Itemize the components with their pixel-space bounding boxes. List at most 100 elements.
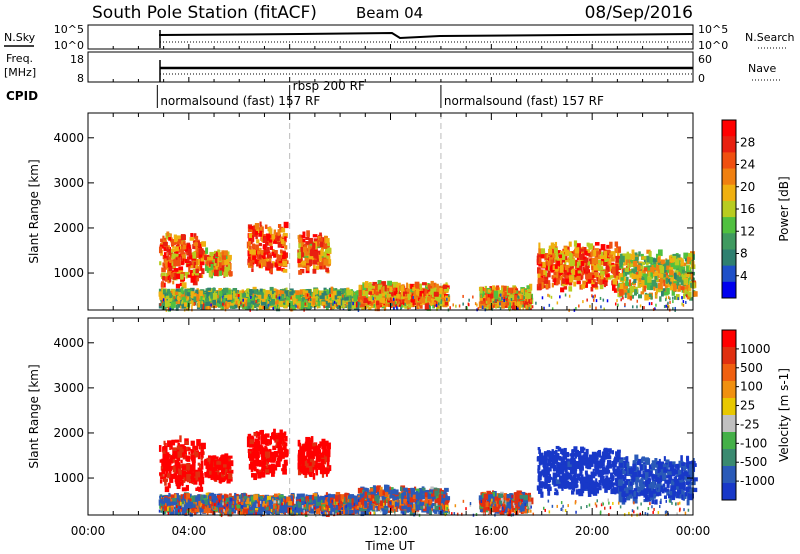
echo-cell — [176, 259, 181, 267]
echo-cell — [225, 287, 229, 293]
echo-cell — [219, 256, 224, 263]
range-tick-label: 4000 — [53, 131, 84, 145]
echo-cell — [476, 303, 478, 307]
echo-cell — [264, 466, 269, 473]
echo-cell — [164, 300, 170, 308]
echo-cell — [170, 455, 174, 463]
echo-cell — [288, 301, 294, 306]
echo-cell — [159, 261, 162, 266]
echo-cell — [600, 260, 605, 266]
echo-cell — [484, 301, 487, 305]
echo-cell — [163, 478, 168, 482]
echo-cell — [212, 264, 216, 270]
echo-cell — [337, 290, 342, 296]
echo-cell — [564, 249, 569, 257]
echo-cell — [251, 237, 254, 243]
echo-cell — [167, 482, 171, 488]
echo-cell — [336, 510, 342, 516]
echo-cell — [589, 258, 592, 264]
echo-cell — [677, 297, 679, 301]
echo-cell — [212, 253, 216, 261]
echo-cell — [588, 251, 593, 258]
echo-cell — [234, 292, 238, 299]
echo-cell — [321, 438, 326, 446]
echo-cell — [260, 224, 263, 231]
echo-cell — [500, 293, 502, 297]
echo-cell — [333, 300, 336, 304]
echo-cell — [629, 295, 633, 301]
echo-cell — [425, 282, 429, 287]
echo-cell — [325, 238, 330, 244]
echo-cell — [173, 260, 179, 267]
echo-cell — [301, 460, 306, 468]
echo-cell — [161, 272, 166, 280]
echo-cell — [562, 278, 566, 284]
echo-cell — [687, 270, 692, 277]
echo-cell — [618, 273, 623, 280]
echo-cell — [298, 251, 302, 259]
echo-cell — [309, 458, 314, 463]
echo-cell — [468, 303, 470, 307]
echo-cell — [210, 291, 213, 299]
echo-cell — [647, 267, 652, 271]
echo-cell — [474, 302, 477, 306]
echo-cell — [390, 301, 396, 306]
echo-cell — [605, 263, 611, 270]
echo-cell — [264, 438, 268, 446]
echo-cell — [162, 463, 167, 470]
echo-cell — [665, 296, 668, 300]
echo-cell — [242, 293, 247, 298]
echo-cell — [643, 285, 647, 292]
echo-cell — [540, 254, 546, 259]
echo-cell — [310, 436, 314, 443]
echo-cell — [324, 456, 328, 462]
echo-cell — [319, 467, 323, 474]
echo-cell — [629, 263, 634, 267]
echo-cell — [168, 251, 171, 256]
echo-cell — [692, 291, 698, 297]
echo-cell — [256, 455, 260, 463]
echo-cell — [214, 465, 218, 470]
echo-cell — [319, 290, 322, 296]
echo-cell — [176, 253, 181, 261]
echo-cell — [304, 257, 310, 264]
echo-cell — [297, 305, 299, 309]
echo-cell — [277, 229, 282, 233]
echo-cell — [204, 471, 208, 476]
echo-cell — [412, 302, 414, 306]
echo-cell — [195, 289, 199, 295]
echo-cell — [674, 306, 676, 310]
echo-cell — [686, 257, 691, 262]
echo-cell — [185, 301, 191, 306]
echo-cell — [640, 291, 644, 295]
echo-cell — [168, 277, 172, 283]
echo-cell — [650, 279, 654, 286]
echo-cell — [641, 261, 645, 266]
echo-cell — [613, 252, 616, 259]
echo-cell — [306, 293, 309, 297]
echo-cell — [168, 297, 173, 303]
echo-cell — [252, 293, 255, 297]
echo-cell — [313, 264, 316, 272]
echo-cell — [209, 251, 214, 257]
echo-cell — [282, 468, 287, 475]
echo-cell — [167, 305, 171, 312]
echo-cell — [162, 235, 165, 240]
echo-cell — [188, 451, 191, 455]
echo-cell — [205, 297, 209, 302]
echo-cell — [660, 288, 666, 292]
echo-cell — [526, 285, 530, 290]
echo-cell — [201, 268, 205, 275]
echo-cell — [333, 300, 338, 305]
echo-cell — [655, 253, 659, 261]
echo-cell — [644, 273, 648, 281]
echo-cell — [600, 251, 604, 256]
echo-cell — [603, 270, 608, 275]
echo-cell — [520, 294, 523, 300]
echo-cell — [302, 466, 306, 473]
echo-cell — [267, 254, 272, 259]
echo-cell — [190, 464, 196, 468]
echo-cell — [557, 280, 560, 284]
echo-cell — [219, 270, 222, 276]
echo-cell — [480, 294, 482, 298]
